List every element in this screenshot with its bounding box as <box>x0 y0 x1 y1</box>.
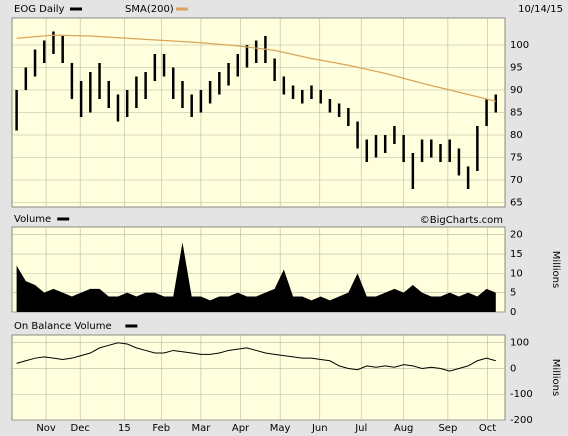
y-tick-label: 85 <box>510 108 523 119</box>
x-tick-label: May <box>270 423 291 434</box>
y-tick-label: -100 <box>510 389 533 400</box>
y-tick-label: 95 <box>510 63 523 74</box>
y-tick-label: 0 <box>510 363 516 374</box>
x-tick-label: 15 <box>118 423 131 434</box>
x-tick-label: Sep <box>438 423 457 434</box>
x-tick-label: Oct <box>479 423 496 434</box>
x-tick-label: Apr <box>232 423 250 434</box>
y-tick-label: 5 <box>510 288 516 299</box>
x-tick-label: Aug <box>394 423 414 434</box>
x-tick-label: Mar <box>191 423 211 434</box>
y-tick-label: 0 <box>510 307 516 318</box>
y-tick-label: 100 <box>510 40 529 51</box>
y-tick-label: 90 <box>510 85 523 96</box>
series-legend: EOG Daily <box>14 4 65 15</box>
volume-area <box>16 242 496 312</box>
panel-label: On Balance Volume <box>14 321 112 332</box>
y-tick-label: 100 <box>510 338 529 349</box>
x-tick-label: Jul <box>354 423 367 434</box>
x-tick-label: Nov <box>36 423 56 434</box>
y-tick-label: 75 <box>510 153 523 164</box>
y-tick-label: -200 <box>510 415 533 426</box>
date-label: 10/14/15 <box>518 4 563 15</box>
panel-label: Volume <box>14 214 51 225</box>
obv-line <box>16 342 496 372</box>
x-tick-label: Dec <box>71 423 90 434</box>
y-tick-label: 80 <box>510 130 523 141</box>
series-legend: SMA(200) <box>125 4 174 15</box>
watermark: ©BigCharts.com <box>420 215 503 226</box>
y-axis-label: Millions <box>550 251 561 288</box>
x-tick-label: Feb <box>152 423 170 434</box>
sma-line <box>16 34 496 102</box>
x-tick-label: Jun <box>311 423 328 434</box>
y-tick-label: 70 <box>510 175 523 186</box>
y-tick-label: 15 <box>510 249 523 260</box>
y-tick-label: 10 <box>510 268 523 279</box>
y-tick-label: 65 <box>510 198 523 209</box>
y-tick-label: 20 <box>510 230 523 241</box>
y-axis-label: Millions <box>550 359 561 396</box>
plot-area <box>11 334 506 421</box>
